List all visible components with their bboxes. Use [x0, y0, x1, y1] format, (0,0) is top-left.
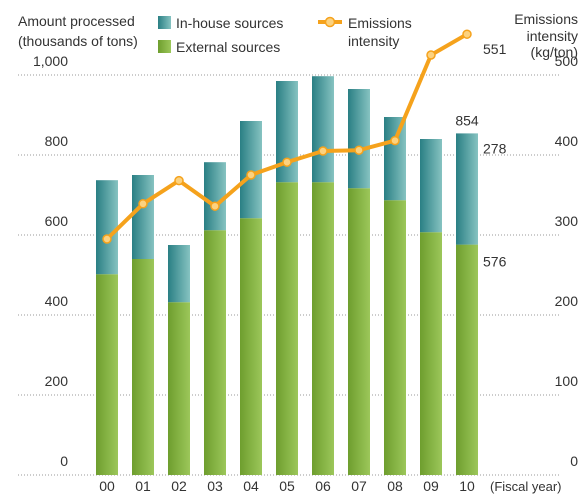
y2-tick-label: 100 [555, 373, 579, 389]
y-tick-label: 1,000 [33, 53, 68, 69]
y-tick-label: 400 [45, 293, 69, 309]
bar [132, 175, 154, 259]
bar [420, 139, 442, 233]
total-label: 854 [455, 112, 479, 128]
x-tick-label: 08 [387, 478, 403, 494]
y2-tick-label: 300 [555, 213, 579, 229]
y2-tick-label: 500 [555, 53, 579, 69]
x-tick-label: 02 [171, 478, 187, 494]
bar [204, 162, 226, 231]
bar [132, 259, 154, 475]
bar [312, 76, 334, 183]
line-marker [462, 29, 472, 39]
legend-swatch [158, 40, 171, 53]
bar [240, 121, 262, 219]
bar [348, 188, 370, 475]
y2-axis-title: (kg/ton) [531, 44, 578, 60]
x-tick-label: 04 [243, 478, 259, 494]
data-label: 576 [483, 254, 507, 270]
y-axis-title: (thousands of tons) [18, 33, 138, 49]
bar [456, 133, 478, 245]
line-marker [426, 50, 436, 60]
legend-swatch [158, 16, 171, 29]
bar [96, 180, 118, 275]
y-tick-label: 200 [45, 373, 69, 389]
y2-axis-title: Emissions [514, 11, 578, 27]
bar [168, 302, 190, 475]
x-tick-label: 09 [423, 478, 439, 494]
data-label: 551 [483, 41, 507, 57]
legend-label: In-house sources [176, 15, 283, 31]
legend-label-line: Emissions [348, 15, 412, 31]
bar [348, 89, 370, 189]
y-tick-label: 600 [45, 213, 69, 229]
line-marker [174, 175, 184, 186]
y2-axis-title: intensity [527, 28, 578, 44]
x-tick-label: 00 [99, 478, 115, 494]
line-marker [210, 201, 220, 211]
legend-label: Emissions intensity [348, 15, 412, 49]
y-tick-label: 800 [45, 133, 69, 149]
x-tick-label: 05 [279, 478, 295, 494]
bar [168, 245, 190, 303]
y2-tick-label: 0 [570, 453, 578, 469]
bar [96, 274, 118, 475]
line-marker [282, 157, 292, 167]
x-axis-title: (Fiscal year) [490, 479, 562, 494]
line-marker [246, 170, 256, 180]
y-axis-title: Amount processed [18, 13, 135, 29]
legend-label: External sources [176, 39, 280, 55]
x-tick-label: 07 [351, 478, 367, 494]
bar [204, 230, 226, 475]
x-tick-label: 10 [459, 478, 475, 494]
y2-tick-label: 200 [555, 293, 579, 309]
x-tick-label: 06 [315, 478, 331, 494]
bar [384, 117, 406, 201]
bar [276, 182, 298, 475]
line-marker [102, 234, 112, 244]
line-marker [138, 199, 148, 209]
data-label: 278 [483, 140, 507, 156]
line-marker [354, 145, 364, 155]
legend-marker [324, 16, 336, 28]
line-marker [318, 146, 328, 156]
bar [456, 244, 478, 475]
bar [240, 218, 262, 475]
y-tick-label: 0 [60, 453, 68, 469]
x-tick-label: 03 [207, 478, 223, 494]
x-tick-label: 01 [135, 478, 151, 494]
y2-tick-label: 400 [555, 133, 579, 149]
bar [384, 200, 406, 475]
legend-label-line: intensity [348, 33, 399, 49]
bar [312, 182, 334, 475]
bar [420, 232, 442, 475]
bar [276, 81, 298, 183]
line-marker [390, 135, 400, 146]
